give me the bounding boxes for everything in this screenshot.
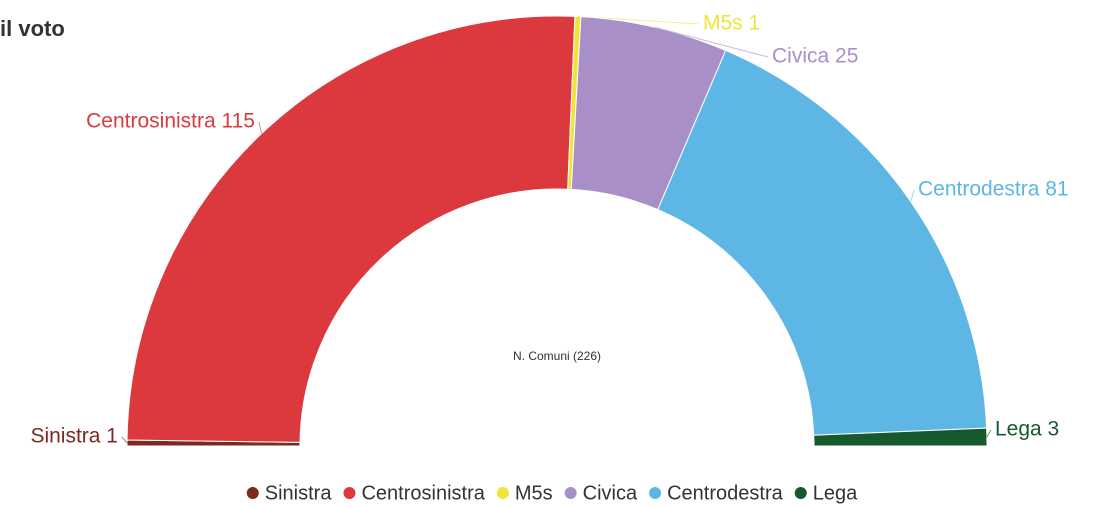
data-label: Lega 3 [995,418,1059,441]
leader-line [258,121,263,134]
data-label: M5s 1 [703,12,760,35]
legend-marker [496,487,509,499]
legend-marker [246,487,259,499]
data-label: Centrodestra 81 [918,178,1069,201]
data-label: Sinistra 1 [30,425,118,448]
legend-label: Centrosinistra [361,482,485,504]
legend-marker [564,487,577,499]
legend-marker [649,487,662,499]
leader-line [910,189,915,202]
arc-segment [657,49,988,436]
legend-marker [794,487,807,499]
arc-segment [813,427,988,447]
legend-label: Lega [813,482,858,504]
legend-label: Sinistra [265,482,333,504]
legend-marker [343,487,356,499]
legend-label: Civica [583,482,638,504]
legend-label: Centrodestra [667,482,783,504]
data-label: Centrosinistra 115 [86,110,255,133]
arc-segment [126,15,576,443]
leader-line [986,429,992,438]
chart-title: il voto [0,16,65,41]
center-label: N. Comuni (226) [513,349,601,363]
data-label: Civica 25 [772,45,858,68]
leader-line [121,436,128,444]
leader-line [654,26,769,58]
legend-label: M5s [515,482,553,504]
